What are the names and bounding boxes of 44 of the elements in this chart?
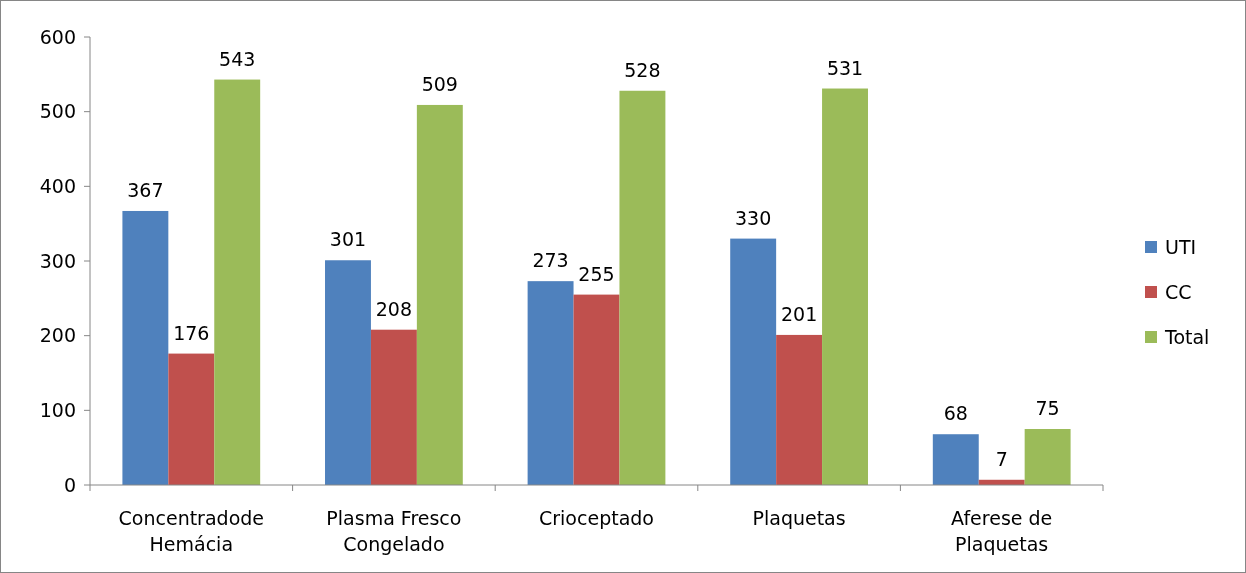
data-label: 176 (173, 321, 210, 344)
data-label: 273 (532, 249, 569, 272)
x-tick-label: Plaquetas (752, 507, 846, 529)
data-label: 543 (219, 47, 256, 70)
bar (619, 90, 666, 485)
x-tick-label: Crioceptado (539, 507, 654, 529)
data-label: 201 (780, 302, 818, 325)
data-label: 367 (127, 178, 164, 201)
bar (122, 210, 169, 485)
data-label: 531 (826, 56, 864, 79)
bar (325, 260, 371, 485)
bar (1024, 429, 1071, 485)
data-label: 208 (375, 297, 413, 320)
x-tick-label: Aferese de Plaquetas (951, 507, 1053, 555)
bar (527, 281, 574, 485)
y-tick-label: 400 (39, 174, 76, 197)
data-label: 75 (1035, 397, 1060, 419)
y-tick-label: 100 (39, 398, 76, 421)
y-tick-label: 500 (39, 100, 76, 123)
x-tick-label: Concentradode Hemácia (118, 507, 265, 555)
y-tick-label: 0 (63, 473, 76, 496)
bar (573, 294, 620, 485)
y-tick-label: 600 (39, 25, 76, 48)
bar (370, 329, 417, 485)
data-label: 528 (624, 58, 661, 81)
bar (214, 79, 261, 485)
legend-label: UTI (1165, 235, 1197, 258)
bar (932, 434, 979, 485)
data-label: 68 (943, 402, 968, 425)
y-tick-label: 300 (39, 249, 76, 272)
bar (730, 238, 777, 485)
y-tick-label: 200 (39, 324, 76, 347)
data-label: 7 (995, 447, 1008, 470)
legend-label: CC (1165, 280, 1192, 303)
data-label: 330 (735, 206, 772, 229)
bar (776, 334, 823, 485)
data-label: 255 (578, 262, 615, 285)
bar (416, 104, 463, 485)
bar (822, 88, 868, 485)
bar (168, 353, 215, 485)
legend-label: Total (1164, 325, 1210, 348)
data-label: 509 (421, 72, 458, 95)
data-label: 301 (329, 228, 367, 251)
x-tick-label: Plasma Fresco Congelado (326, 507, 462, 555)
